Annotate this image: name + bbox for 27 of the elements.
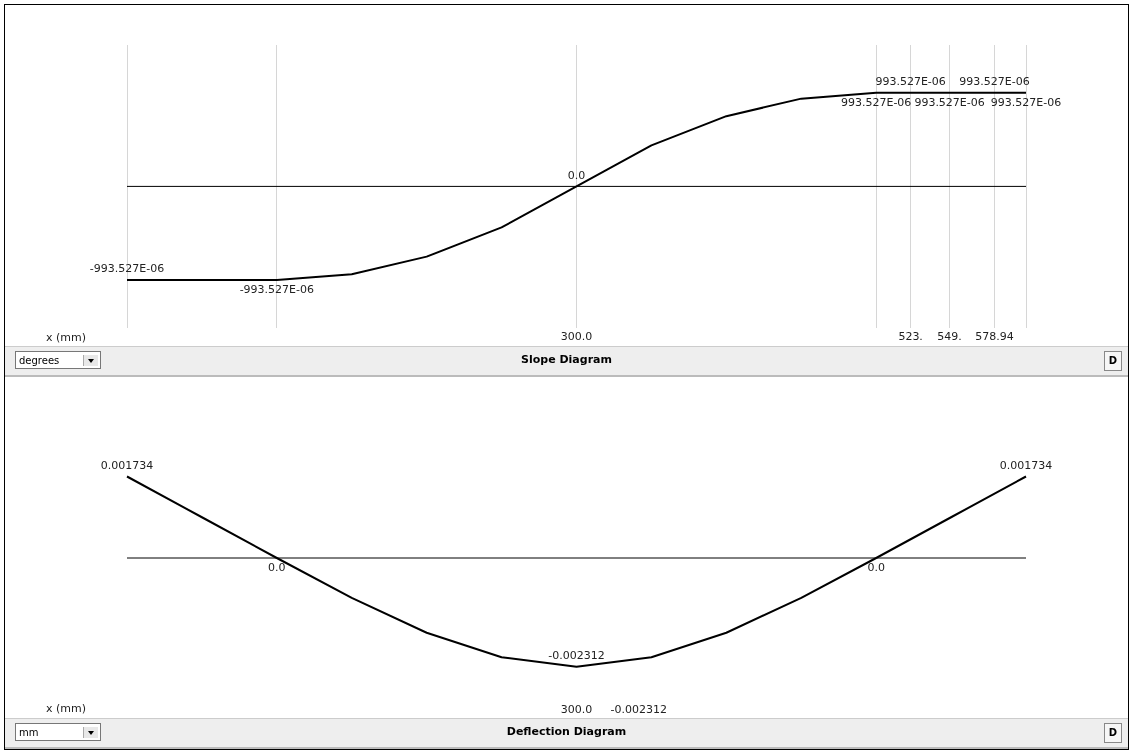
x-tick-label: 300.0 bbox=[560, 330, 593, 344]
x-tick-label: 523. bbox=[898, 330, 923, 344]
data-label: 0.001734 bbox=[100, 458, 154, 472]
data-label: 0.001734 bbox=[999, 458, 1053, 472]
text: degrees bbox=[15, 351, 101, 369]
data-label: -993.527E-06 bbox=[89, 262, 165, 276]
text: D bbox=[1104, 723, 1122, 743]
text: 300.0 bbox=[560, 703, 593, 717]
x-axis-title: x (mm) bbox=[45, 330, 87, 344]
data-label: 0.0 bbox=[867, 561, 885, 575]
x-axis-title: x (mm) bbox=[45, 701, 87, 715]
data-label: 993.527E-06 bbox=[914, 96, 985, 110]
text: Slope Diagram bbox=[521, 353, 612, 366]
data-label: 993.527E-06 bbox=[875, 75, 946, 89]
x-tick-label: 578.94 bbox=[975, 330, 1014, 344]
data-label: 0.0 bbox=[268, 561, 286, 575]
x-tick-label: 549. bbox=[937, 330, 962, 344]
data-label: 993.527E-06 bbox=[959, 75, 1030, 89]
data-label: 993.527E-06 bbox=[990, 96, 1062, 110]
data-label: -993.527E-06 bbox=[239, 283, 315, 297]
text: mm bbox=[15, 723, 101, 741]
data-label: -0.002312 bbox=[548, 649, 605, 663]
data-label: 993.527E-06 bbox=[840, 96, 912, 110]
text: Deflection Diagram bbox=[506, 725, 627, 738]
data-label: 0.0 bbox=[567, 168, 586, 182]
text: -0.002312 bbox=[610, 703, 667, 717]
text: D bbox=[1104, 351, 1122, 371]
